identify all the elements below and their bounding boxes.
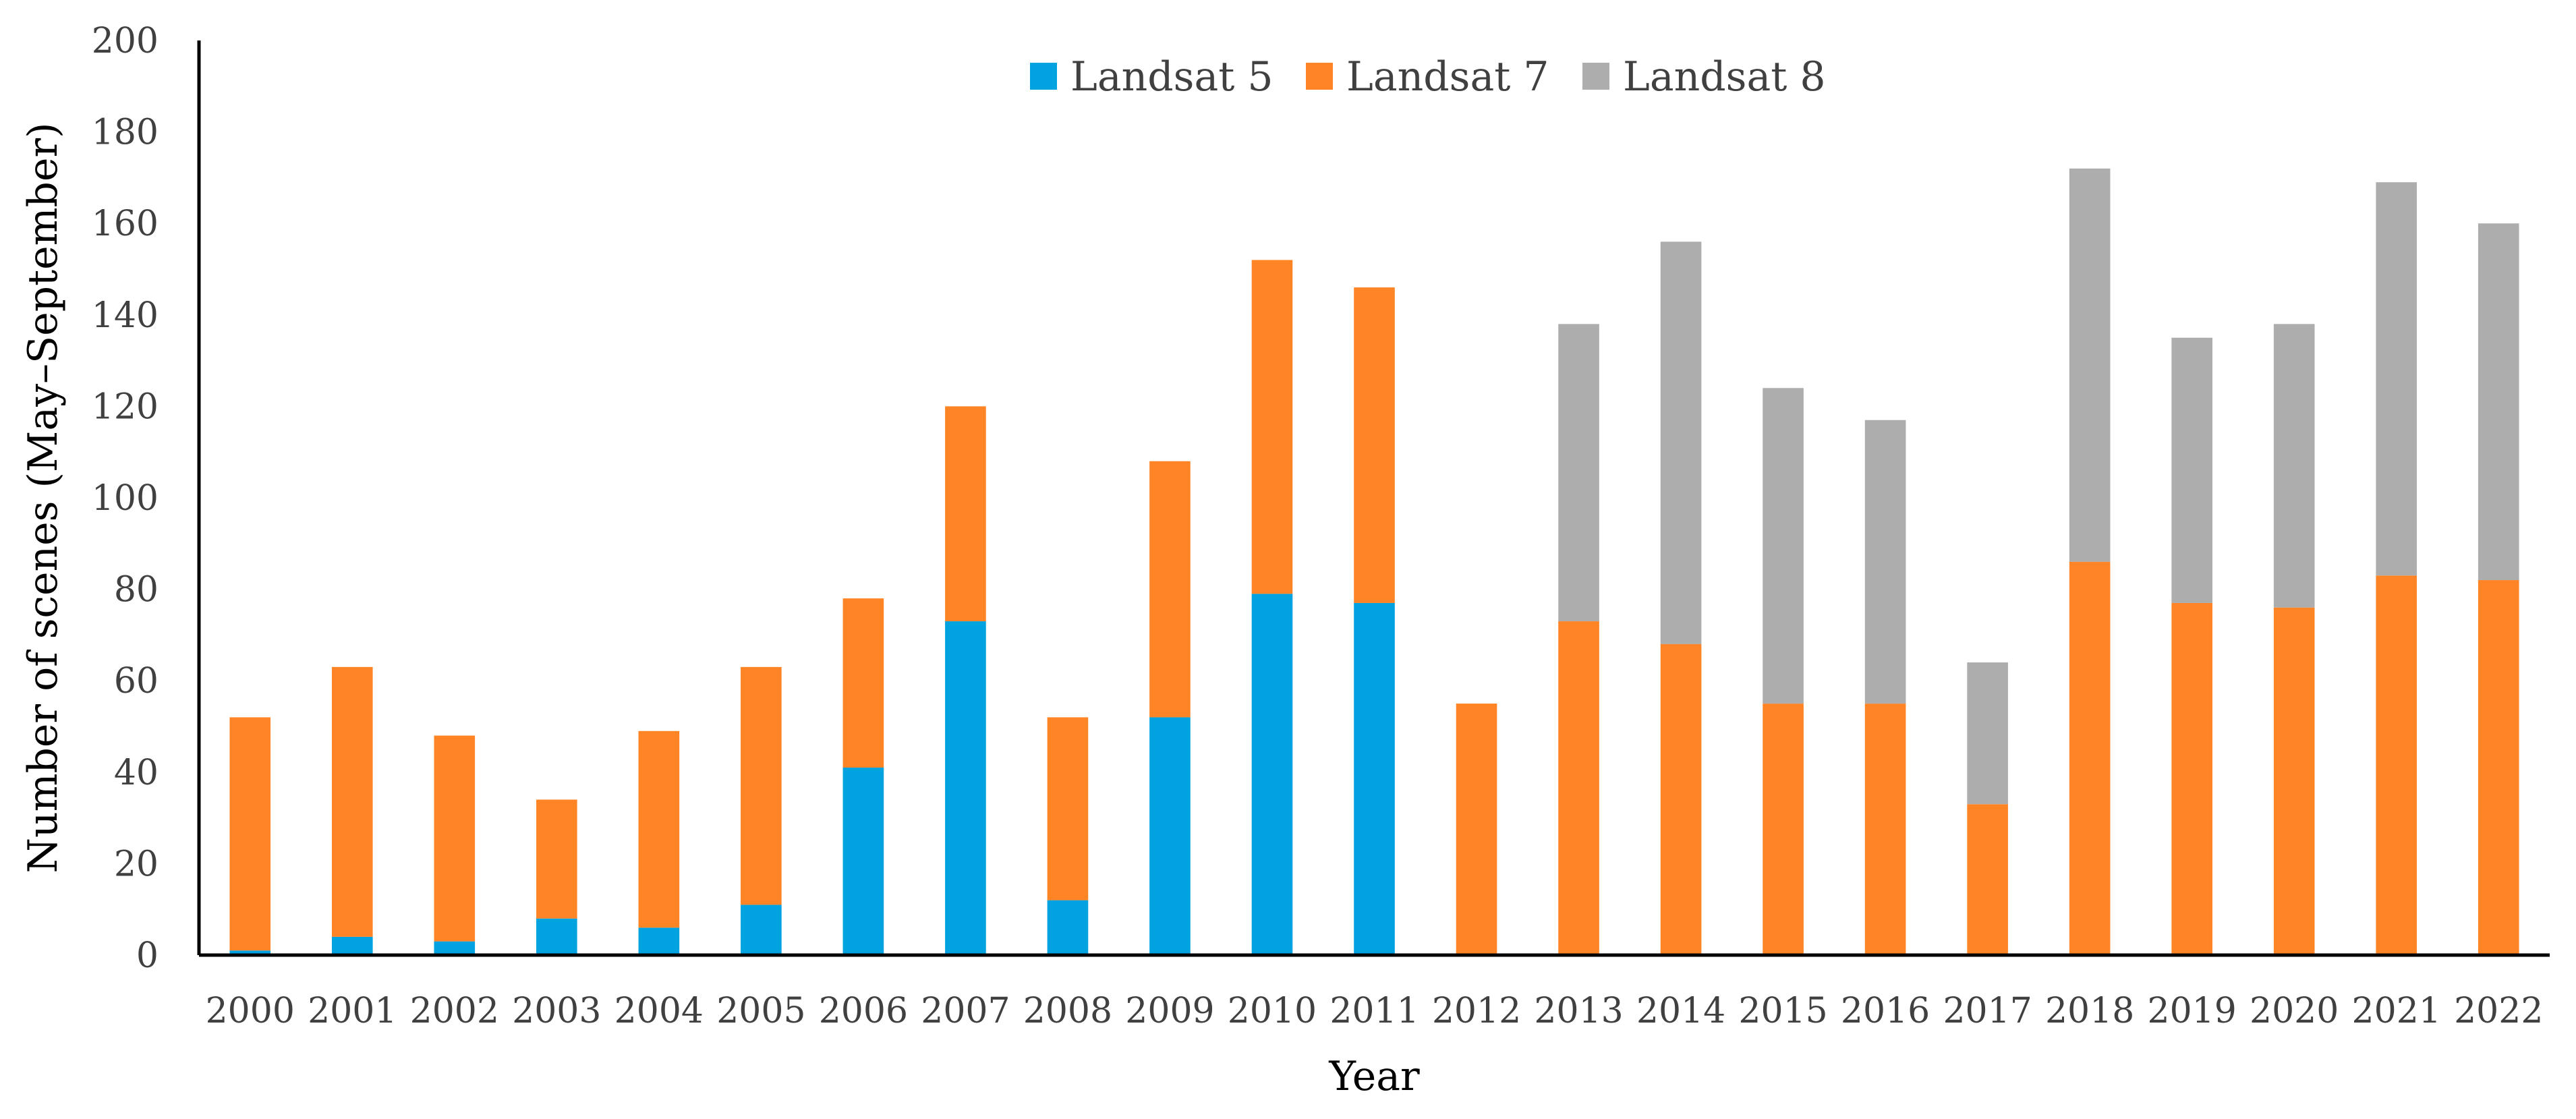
bar-landsat-7-2012 [1456, 704, 1497, 955]
bar-landsat-5-2003 [536, 918, 577, 955]
x-tick-label: 2016 [1841, 991, 1930, 1031]
x-tick-label: 2018 [2045, 991, 2134, 1031]
y-tick-label: 140 [92, 295, 159, 336]
y-tick-label: 120 [92, 386, 159, 427]
bar-landsat-7-2010 [1251, 260, 1293, 594]
bar-landsat-7-2022 [2478, 580, 2519, 955]
bar-landsat-5-2002 [434, 941, 476, 955]
bar-landsat-5-2004 [638, 927, 680, 955]
legend-swatch-landsat-5 [1030, 63, 1057, 90]
x-tick-label: 2006 [819, 991, 908, 1031]
x-tick-label: 2002 [410, 991, 499, 1031]
bar-landsat-7-2002 [434, 735, 476, 942]
legend: Landsat 5 Landsat 7 Landsat 8 [1030, 53, 1826, 101]
bar-landsat-7-2016 [1864, 704, 1906, 955]
bar-landsat-7-2011 [1354, 287, 1395, 603]
x-tick-label: 2008 [1023, 991, 1112, 1031]
bar-landsat-8-2021 [2376, 182, 2417, 576]
bars-group [229, 168, 2519, 955]
bar-landsat-5-2008 [1047, 900, 1089, 955]
bar-landsat-7-2000 [229, 717, 271, 951]
x-tick-label: 2017 [1943, 991, 2032, 1031]
bar-landsat-7-2007 [945, 406, 986, 622]
bar-landsat-8-2016 [1864, 420, 1906, 704]
bar-landsat-7-2003 [536, 799, 577, 919]
bar-landsat-7-2020 [2273, 607, 2315, 955]
bar-landsat-5-2007 [945, 621, 986, 955]
bar-landsat-7-2005 [741, 666, 782, 905]
x-tick-label: 2022 [2454, 991, 2543, 1031]
legend-swatch-landsat-8 [1582, 63, 1609, 90]
x-tick-label: 2001 [308, 991, 397, 1031]
bar-landsat-7-2013 [1558, 621, 1599, 955]
bar-landsat-7-2004 [638, 730, 680, 928]
bar-landsat-5-2009 [1149, 717, 1191, 955]
y-tick-label: 60 [114, 661, 159, 701]
y-tick-label: 200 [92, 21, 159, 61]
x-tick-label: 2003 [512, 991, 601, 1031]
legend-swatch-landsat-7 [1306, 63, 1333, 90]
y-tick-label: 0 [136, 936, 159, 976]
x-tick-label: 2020 [2250, 991, 2339, 1031]
x-tick-label: 2013 [1534, 991, 1623, 1031]
bar-landsat-7-2009 [1149, 461, 1191, 718]
y-tick-label: 80 [114, 570, 159, 610]
bar-landsat-7-2006 [842, 598, 884, 768]
x-tick-label: 2014 [1636, 991, 1725, 1031]
x-tick-label: 2021 [2352, 991, 2441, 1031]
x-tick-label: 2019 [2148, 991, 2237, 1031]
y-tick-label: 100 [92, 478, 159, 519]
bar-landsat-7-2008 [1047, 717, 1089, 900]
bar-landsat-5-2001 [331, 936, 373, 955]
y-tick-label: 20 [114, 844, 159, 884]
bar-landsat-5-2011 [1354, 602, 1395, 955]
bar-landsat-8-2019 [2171, 337, 2212, 603]
x-tick-label: 2009 [1125, 991, 1214, 1031]
x-tick-label: 2005 [716, 991, 805, 1031]
bar-landsat-5-2006 [842, 768, 884, 955]
x-tick-label: 2007 [921, 991, 1010, 1031]
bar-landsat-5-2000 [229, 950, 271, 955]
x-tick-label: 2011 [1329, 991, 1419, 1031]
legend-label: Landsat 5 [1070, 53, 1273, 101]
x-tick-labels: 2000 2001 2002 2003 2004 2005 2006 2007 2008 2009… [206, 991, 2544, 1031]
legend-label: Landsat 7 [1346, 53, 1549, 101]
y-axis-title: Number of scenes (May–September) [20, 122, 67, 873]
legend-label: Landsat 8 [1623, 53, 1826, 101]
bar-landsat-5-2005 [741, 905, 782, 955]
y-tick-label: 160 [92, 204, 159, 244]
bar-landsat-8-2020 [2273, 324, 2315, 608]
bar-landsat-8-2018 [2069, 168, 2111, 562]
bar-landsat-8-2015 [1763, 388, 1804, 704]
x-tick-label: 2015 [1738, 991, 1827, 1031]
bar-landsat-8-2017 [1967, 662, 2008, 805]
x-tick-label: 2004 [614, 991, 704, 1031]
y-tick-label: 40 [114, 753, 159, 793]
bar-landsat-5-2010 [1251, 594, 1293, 955]
bar-landsat-7-2019 [2171, 602, 2212, 955]
bar-landsat-7-2001 [331, 666, 373, 937]
x-tick-label: 2012 [1432, 991, 1521, 1031]
bar-landsat-7-2015 [1763, 704, 1804, 955]
x-tick-label: 2010 [1228, 991, 1317, 1031]
y-tick-label: 180 [92, 113, 159, 153]
x-axis-title: Year [1328, 1053, 1420, 1100]
y-tick-labels: 0 20 40 60 80 100 120 140 160 180 200 [92, 21, 159, 976]
bar-landsat-8-2022 [2478, 223, 2519, 581]
bar-landsat-7-2018 [2069, 561, 2111, 955]
bar-landsat-8-2013 [1558, 324, 1599, 622]
bar-landsat-7-2017 [1967, 804, 2008, 955]
x-tick-label: 2000 [206, 991, 295, 1031]
bar-landsat-8-2014 [1660, 241, 1702, 644]
bar-landsat-7-2014 [1660, 643, 1702, 955]
bar-landsat-7-2021 [2376, 575, 2417, 955]
